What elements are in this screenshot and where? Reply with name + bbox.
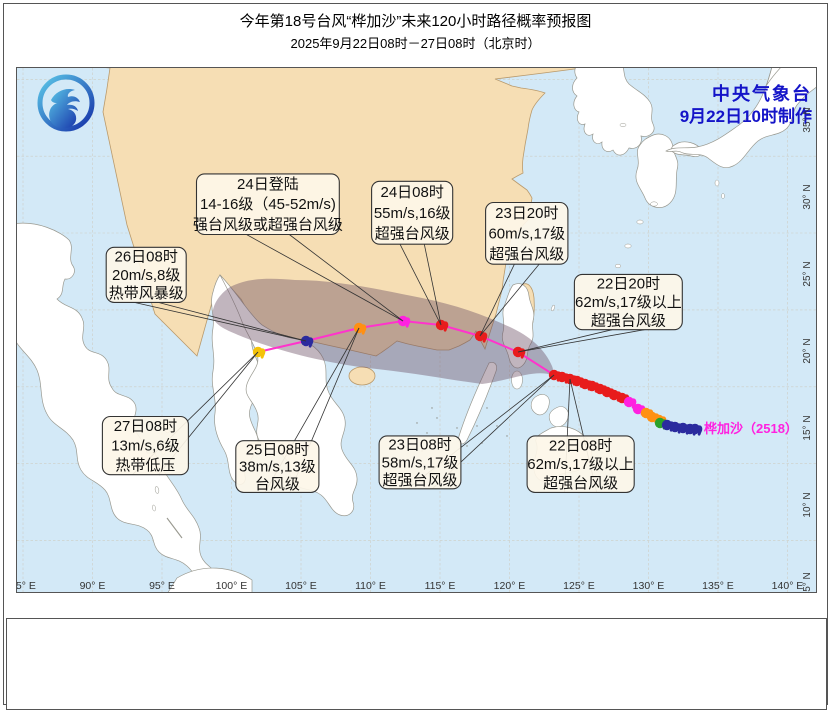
svg-text:130° E: 130° E: [633, 580, 665, 592]
svg-text:26日08时: 26日08时: [115, 249, 178, 266]
svg-text:55m/s,16级: 55m/s,16级: [374, 205, 451, 222]
svg-text:中央气象台: 中央气象台: [712, 83, 812, 104]
svg-text:23日08时: 23日08时: [388, 437, 451, 454]
svg-text:110° E: 110° E: [355, 580, 386, 592]
svg-text:超强台风级: 超强台风级: [375, 226, 450, 243]
svg-text:60m/s,17级: 60m/s,17级: [488, 225, 565, 242]
svg-text:20m/s,8级: 20m/s,8级: [112, 267, 180, 284]
svg-text:140° E: 140° E: [772, 580, 804, 592]
svg-text:90° E: 90° E: [80, 580, 106, 592]
svg-text:58m/s,17级: 58m/s,17级: [382, 454, 459, 471]
svg-text:35° N: 35° N: [802, 107, 813, 132]
svg-text:22日08时: 22日08时: [549, 437, 612, 454]
svg-text:125° E: 125° E: [563, 580, 595, 592]
svg-text:38m/s,13级: 38m/s,13级: [239, 459, 316, 476]
svg-text:105° E: 105° E: [285, 580, 317, 592]
svg-text:20° N: 20° N: [802, 338, 813, 363]
svg-text:25° N: 25° N: [802, 261, 813, 286]
svg-text:62m/s,17级以上: 62m/s,17级以上: [527, 456, 634, 473]
svg-text:桦加沙（2518）: 桦加沙（2518）: [704, 421, 798, 436]
svg-text:超强台风级: 超强台风级: [382, 472, 457, 489]
svg-text:24日08时: 24日08时: [381, 184, 444, 201]
svg-text:120° E: 120° E: [494, 580, 526, 592]
svg-text:25日08时: 25日08时: [246, 441, 309, 458]
svg-text:9月22日10时制作: 9月22日10时制作: [680, 106, 812, 126]
svg-text:超强台风级: 超强台风级: [489, 246, 564, 263]
svg-text:热带低压: 热带低压: [115, 457, 175, 474]
svg-text:135° E: 135° E: [702, 580, 734, 592]
svg-text:14-16级（45-52m/s): 14-16级（45-52m/s): [200, 196, 336, 213]
svg-text:强台风级或超强台风级: 强台风级或超强台风级: [193, 216, 343, 233]
svg-text:115° E: 115° E: [425, 580, 456, 592]
svg-text:13m/s,6级: 13m/s,6级: [111, 438, 179, 455]
svg-text:22日20时: 22日20时: [597, 276, 660, 293]
svg-text:24日登陆: 24日登陆: [237, 176, 299, 193]
svg-text:超强台风级: 超强台风级: [591, 313, 666, 330]
svg-text:95° E: 95° E: [149, 580, 175, 592]
svg-text:15° N: 15° N: [802, 415, 813, 440]
svg-text:台风级: 台风级: [255, 476, 300, 493]
svg-text:10° N: 10° N: [802, 492, 813, 517]
svg-text:超强台风级: 超强台风级: [543, 475, 618, 492]
svg-text:23日20时: 23日20时: [495, 205, 558, 222]
svg-text:5° N: 5° N: [802, 572, 813, 592]
svg-text:62m/s,17级以上: 62m/s,17级以上: [575, 294, 682, 311]
svg-text:100° E: 100° E: [216, 580, 248, 592]
svg-text:热带风暴级: 热带风暴级: [109, 285, 184, 302]
svg-text:27日08时: 27日08时: [114, 418, 177, 435]
svg-text:30° N: 30° N: [802, 184, 813, 209]
svg-text:85° E: 85° E: [17, 580, 36, 592]
